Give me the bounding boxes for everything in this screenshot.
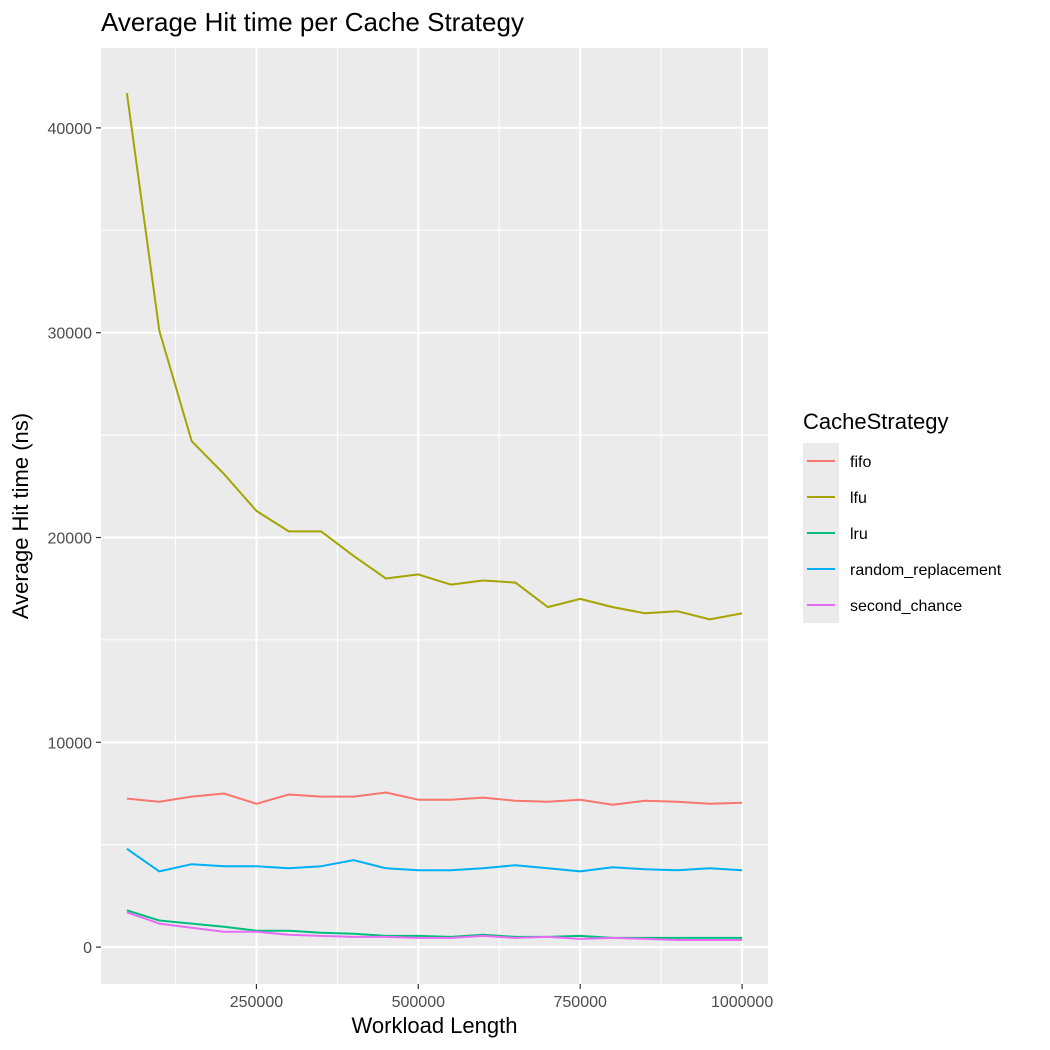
y-tick-label: 40000: [48, 121, 93, 138]
series-line-lfu: [125, 92, 743, 621]
legend-label-random-replacement: random_replacement: [850, 562, 1002, 579]
legend-items: fifo lfu lru random_replacement second_chanc…: [803, 443, 1002, 623]
y-axis: 0 10000 20000 30000 40000: [48, 121, 101, 957]
y-axis-title: Average Hit time (ns): [8, 413, 33, 619]
grid-minor: [101, 48, 768, 984]
y-tick-label: 0: [83, 940, 92, 957]
chart-title: Average Hit time per Cache Strategy: [101, 7, 524, 37]
grid-major: [101, 48, 768, 984]
series-lines: [125, 92, 743, 941]
x-tick-label: 750000: [554, 994, 607, 1011]
legend: CacheStrategy fifo lfu lru random_replaceme…: [803, 409, 1002, 623]
x-axis-title: Workload Length: [352, 1013, 518, 1038]
plot-panel: [101, 48, 768, 984]
legend-label-lru: lru: [850, 526, 868, 543]
x-axis: 250000 500000 750000 1000000: [230, 984, 773, 1011]
legend-title: CacheStrategy: [803, 409, 949, 434]
x-tick-label: 1000000: [711, 994, 773, 1011]
legend-label-lfu: lfu: [850, 490, 867, 507]
series-line-fifo: [126, 791, 743, 806]
x-tick-label: 250000: [230, 994, 283, 1011]
legend-label-fifo: fifo: [850, 454, 871, 471]
y-tick-label: 30000: [48, 326, 93, 343]
x-tick-label: 500000: [392, 994, 445, 1011]
legend-label-second-chance: second_chance: [850, 598, 962, 615]
series-line-random-replacement: [126, 847, 743, 873]
y-tick-label: 20000: [48, 531, 93, 548]
y-tick-label: 10000: [48, 735, 93, 752]
series-line-second-chance: [126, 911, 743, 941]
